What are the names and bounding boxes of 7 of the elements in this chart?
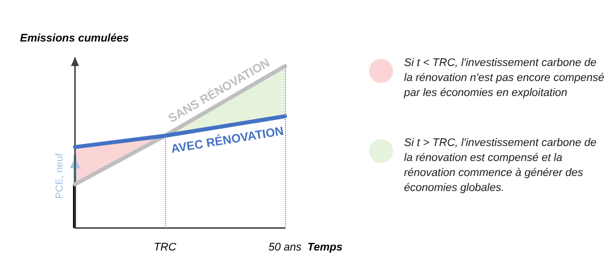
x-axis-title: Temps (307, 242, 342, 254)
x-tick-label: TRC (154, 242, 176, 254)
y-axis-title: Emissions cumulées (20, 32, 129, 44)
text: Si t > TRC, l'investissement carbone de la rénovation est compensé et la rénovation commence à générer des économies globales. (404, 136, 598, 196)
x-tick-label: 50 ans (268, 242, 302, 254)
text: PCE, neuf (54, 152, 66, 199)
text: Si t < TRC, l'investissement carbone de la rénovation n'est pas encore compensé par les économies en exploitation (404, 56, 606, 101)
